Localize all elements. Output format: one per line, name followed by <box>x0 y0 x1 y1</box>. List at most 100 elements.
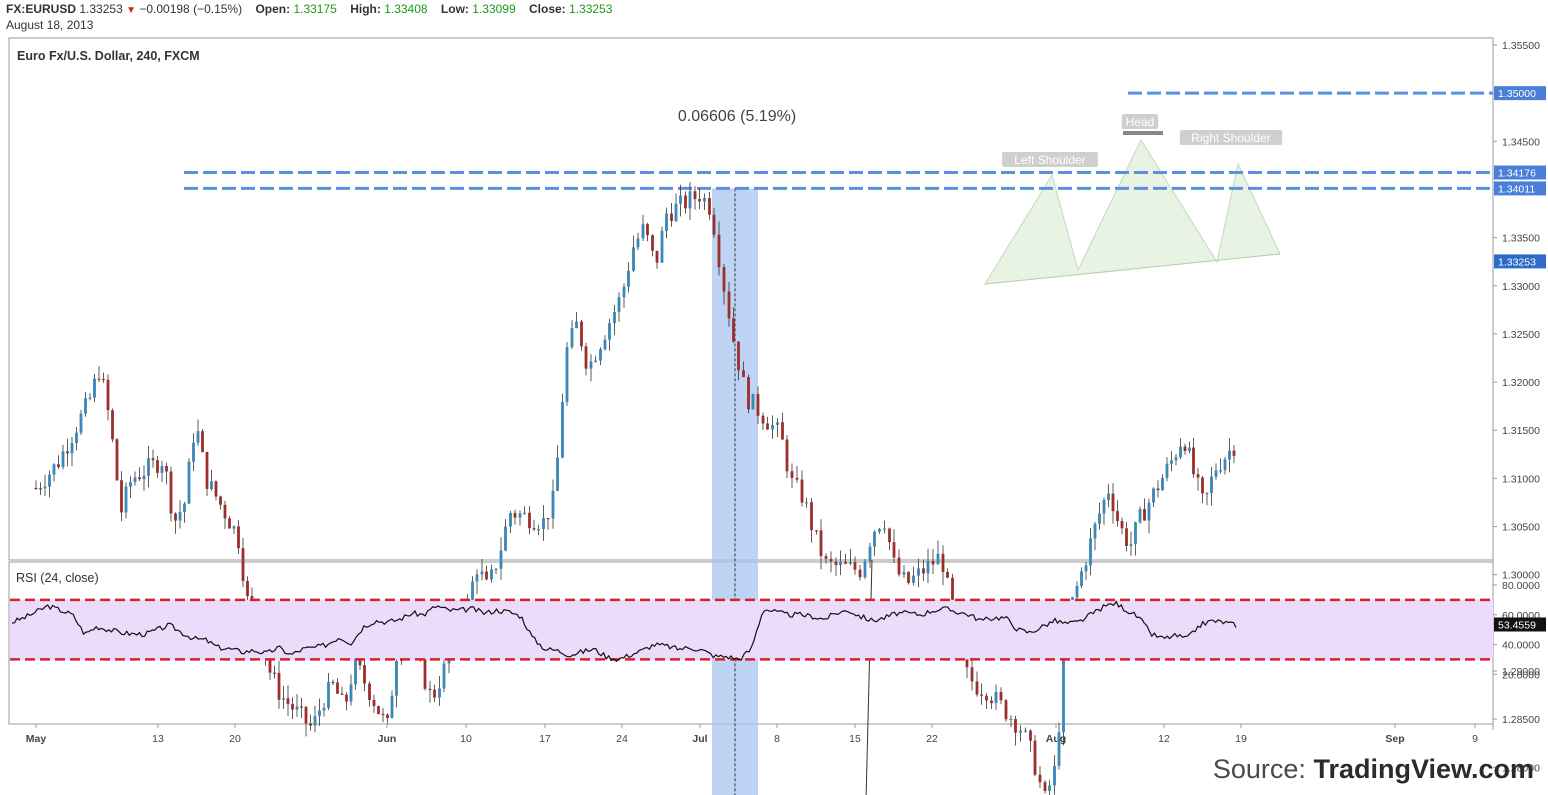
candle-body <box>622 286 626 298</box>
candle-body <box>632 247 635 271</box>
candle-body <box>660 230 664 263</box>
candle-body <box>372 700 376 707</box>
chart-header: FX:EURUSD 1.33253 ▼ −0.00198 (−0.15%) Op… <box>6 2 612 18</box>
candle-body <box>665 213 668 231</box>
candle-body <box>1019 730 1022 733</box>
candle-body <box>805 502 808 504</box>
candle-body <box>48 474 51 487</box>
candle-body <box>603 339 607 350</box>
candle-body <box>147 458 150 476</box>
candle-body <box>129 482 132 487</box>
candle-body <box>395 661 398 696</box>
candle-body <box>551 490 555 519</box>
candle-body <box>703 198 706 202</box>
candles-group <box>34 181 1236 795</box>
x-axis-label: 20 <box>229 733 241 745</box>
candle-body <box>1138 509 1142 523</box>
pattern-tag-label: Right Shoulder <box>1191 131 1270 145</box>
x-axis-label: 15 <box>849 733 861 745</box>
candle-body <box>693 191 697 199</box>
candle-body <box>641 224 645 239</box>
candle-body <box>575 321 578 329</box>
candle-body <box>951 577 954 607</box>
candle-body <box>556 457 559 491</box>
open-label: Open: <box>255 2 291 16</box>
candle-body <box>304 706 308 724</box>
candle-body <box>926 560 930 574</box>
candle-body <box>679 195 682 204</box>
candle-body <box>219 496 222 505</box>
candle-body <box>868 546 872 562</box>
candle-body <box>345 694 348 702</box>
rsi-value-badge-bg <box>1494 617 1546 632</box>
price-axis-label: 1.33500 <box>1502 233 1540 245</box>
candle-body <box>1219 470 1222 472</box>
level-label-bg <box>1494 165 1546 180</box>
candle-body <box>761 415 765 424</box>
candle-body <box>1161 477 1164 491</box>
candle-body <box>205 452 209 489</box>
rsi-band <box>10 599 1493 660</box>
candle-body <box>584 346 588 369</box>
candle-body <box>368 683 371 701</box>
candle-body <box>1009 718 1013 721</box>
candle-body <box>1093 523 1097 539</box>
candle-body <box>1014 718 1017 733</box>
candle-body <box>1232 450 1236 456</box>
last-price-label: 1.33253 <box>79 2 123 16</box>
down-arrow-icon: ▼ <box>126 5 136 16</box>
candle-body <box>1196 474 1200 478</box>
candle-body <box>994 691 998 704</box>
candle-body <box>84 398 87 414</box>
candle-body <box>684 195 687 209</box>
price-axis-label: 1.28000 <box>1502 762 1540 774</box>
candle-body <box>1192 447 1195 475</box>
candle-body <box>52 464 56 475</box>
price-axis-label: 1.30500 <box>1502 522 1540 534</box>
candle-body <box>985 695 988 701</box>
last-price-badge: 1.33253 <box>1498 256 1536 268</box>
candle-body <box>34 487 38 490</box>
rsi-axis-label: 20.0000 <box>1502 669 1540 681</box>
candle-body <box>381 713 385 716</box>
price-axis-label: 1.34500 <box>1502 136 1540 148</box>
x-axis-label: 13 <box>152 733 164 745</box>
high-value: 1.33408 <box>384 2 428 16</box>
candle-body <box>776 422 779 425</box>
candle-body <box>1223 459 1227 471</box>
candle-body <box>523 512 526 515</box>
candle-body <box>819 530 823 557</box>
candle-body <box>766 423 769 430</box>
candle-body <box>313 716 317 726</box>
candle-body <box>196 431 200 443</box>
candle-body <box>580 321 583 347</box>
candle-body <box>834 561 838 566</box>
pattern-tag-bg <box>1002 152 1098 167</box>
candle-body <box>286 698 290 704</box>
candle-body <box>1228 450 1231 460</box>
candle-body <box>241 548 245 581</box>
candle-body <box>1029 730 1032 741</box>
candle-body <box>124 486 128 513</box>
candle-body <box>931 560 935 565</box>
candle-body <box>815 530 818 532</box>
candle-body <box>93 378 96 398</box>
candle-body <box>712 214 716 235</box>
candle-body <box>504 526 507 551</box>
candle-body <box>97 378 101 380</box>
candle-body <box>291 703 294 710</box>
candle-body <box>66 451 69 454</box>
candle-body <box>442 663 446 689</box>
candle-body <box>354 654 357 685</box>
candle-body <box>795 477 799 480</box>
symbol-label[interactable]: FX:EURUSD <box>6 2 77 16</box>
candle-body <box>390 695 394 719</box>
candle-body <box>1043 782 1047 792</box>
candle-body <box>1210 476 1213 494</box>
candle-body <box>742 370 745 378</box>
candle-body <box>174 513 177 521</box>
candle-body <box>1057 732 1061 766</box>
candle-body <box>138 477 141 480</box>
candle-body <box>363 665 366 684</box>
